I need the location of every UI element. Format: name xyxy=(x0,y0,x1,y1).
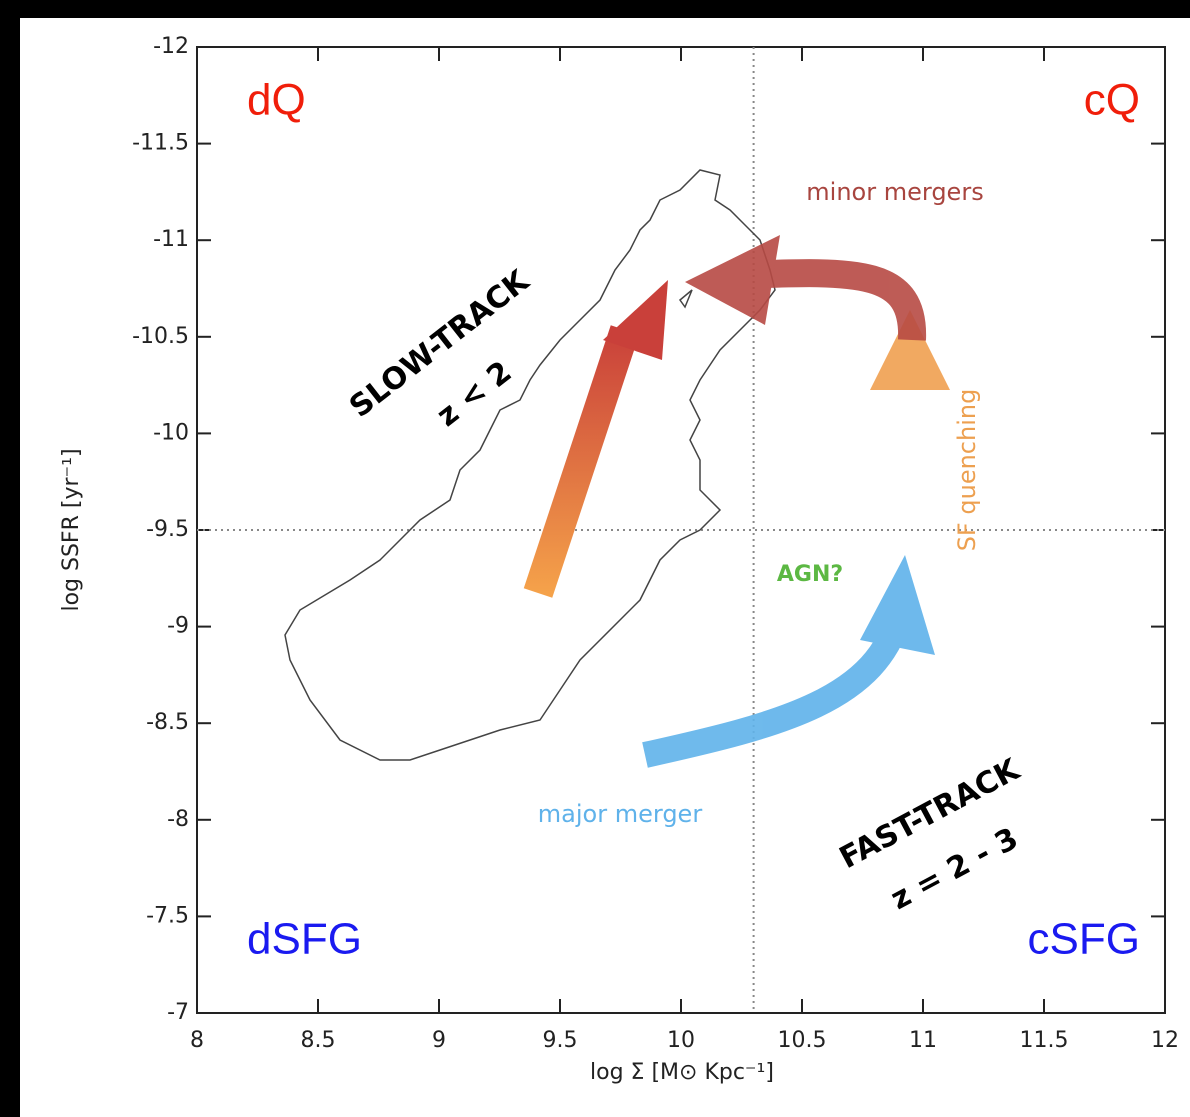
x-tick-label: 9 xyxy=(432,1028,446,1053)
x-tick-label: 11.5 xyxy=(1020,1028,1069,1053)
quadrant-label: cSFG xyxy=(1028,915,1140,964)
annotation: AGN? xyxy=(777,562,843,587)
y-tick-label: -10.5 xyxy=(132,324,189,349)
x-tick-label: 8.5 xyxy=(301,1028,336,1053)
quenching-arrow xyxy=(870,310,950,620)
quadrant-label: dSFG xyxy=(247,915,362,964)
y-tick-label: -9.5 xyxy=(146,517,189,542)
y-tick-label: -7.5 xyxy=(146,903,189,928)
y-tick-label: -7 xyxy=(167,1000,189,1025)
y-tick-label: -9 xyxy=(167,614,189,639)
x-tick-label: 12 xyxy=(1151,1028,1179,1053)
y-tick-label: -11.5 xyxy=(132,131,189,156)
annotation: major merger xyxy=(538,800,703,828)
x-tick-label: 9.5 xyxy=(543,1028,578,1053)
quadrant-label: dQ xyxy=(247,76,306,125)
y-tick-label: -8.5 xyxy=(146,710,189,735)
annotation: SF quenching xyxy=(953,389,981,552)
panel xyxy=(20,18,1190,1117)
x-axis-label: log Σ [M⊙ Kpc⁻¹] xyxy=(590,1060,774,1085)
x-tick-label: 11 xyxy=(909,1028,937,1053)
quadrant-label: cQ xyxy=(1084,76,1140,125)
y-axis-label: log SSFR [yr⁻¹] xyxy=(59,448,84,611)
x-tick-label: 10.5 xyxy=(778,1028,827,1053)
minor-arrow xyxy=(685,235,927,341)
x-tick-label: 8 xyxy=(190,1028,204,1053)
y-tick-label: -12 xyxy=(153,34,189,59)
y-tick-label: -11 xyxy=(153,227,189,252)
y-tick-label: -8 xyxy=(167,807,189,832)
slow-arrow xyxy=(523,280,668,598)
annotation: minor mergers xyxy=(806,178,983,206)
y-tick-label: -10 xyxy=(153,420,189,445)
x-tick-label: 10 xyxy=(667,1028,695,1053)
